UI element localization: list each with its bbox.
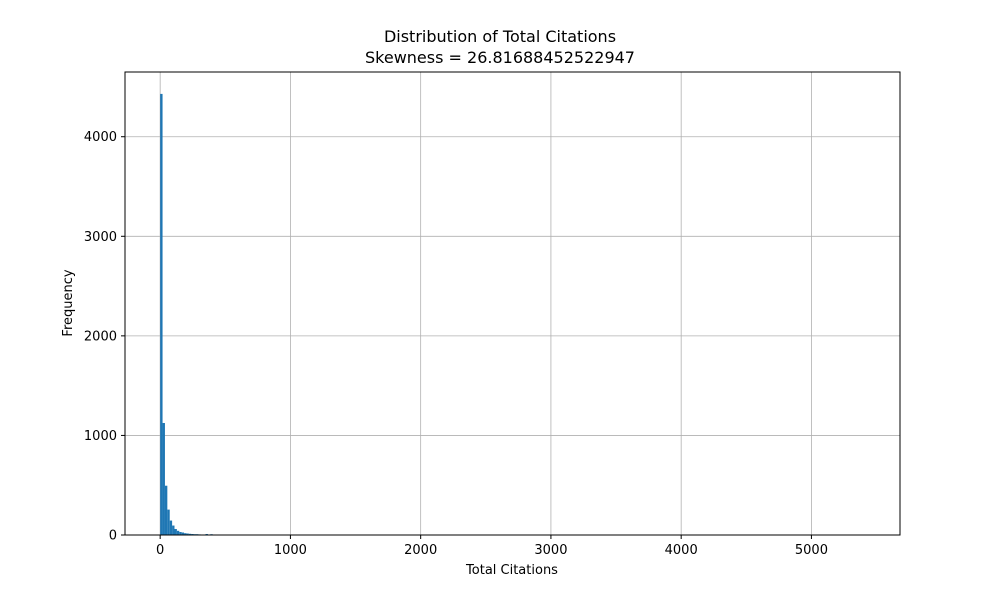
- grid-lines: [125, 72, 900, 536]
- x-tick-label: 3000: [534, 543, 567, 558]
- histogram-bars: [160, 93, 220, 536]
- x-axis-ticks: 0 1000 2000 3000 4000 5000: [156, 535, 828, 558]
- histogram-bar: [184, 533, 187, 535]
- chart-subtitle: Skewness = 26.81688452522947: [365, 48, 635, 67]
- y-tick-label: 3000: [84, 230, 117, 245]
- x-tick-label: 1000: [274, 543, 307, 558]
- x-axis-label: Total Citations: [465, 563, 558, 578]
- histogram-bar: [174, 529, 177, 535]
- x-tick-label: 5000: [795, 543, 828, 558]
- y-tick-label: 2000: [84, 329, 117, 344]
- histogram-bar: [172, 525, 175, 535]
- y-tick-label: 4000: [84, 130, 117, 145]
- y-tick-label: 0: [109, 529, 117, 544]
- histogram-bar: [164, 485, 168, 535]
- histogram-bar: [181, 532, 185, 535]
- histogram-bar: [167, 509, 170, 535]
- x-tick-label: 2000: [404, 543, 437, 558]
- x-tick-label: 4000: [665, 543, 698, 558]
- y-axis-ticks: 0 1000 2000 3000 4000: [84, 130, 125, 544]
- y-axis-label: Frequency: [61, 269, 76, 336]
- histogram-bar: [179, 532, 182, 535]
- plot-frame: [124, 71, 901, 536]
- chart-title: Distribution of Total Citations: [383, 27, 617, 46]
- x-tick-label: 0: [156, 543, 164, 558]
- histogram-bar: [169, 520, 173, 535]
- y-tick-label: 1000: [84, 429, 117, 444]
- histogram-bar: [188, 533, 192, 535]
- histogram-bar: [160, 93, 163, 536]
- histogram-bar: [186, 533, 189, 535]
- histogram-bar: [162, 422, 165, 535]
- histogram-bar: [176, 530, 180, 535]
